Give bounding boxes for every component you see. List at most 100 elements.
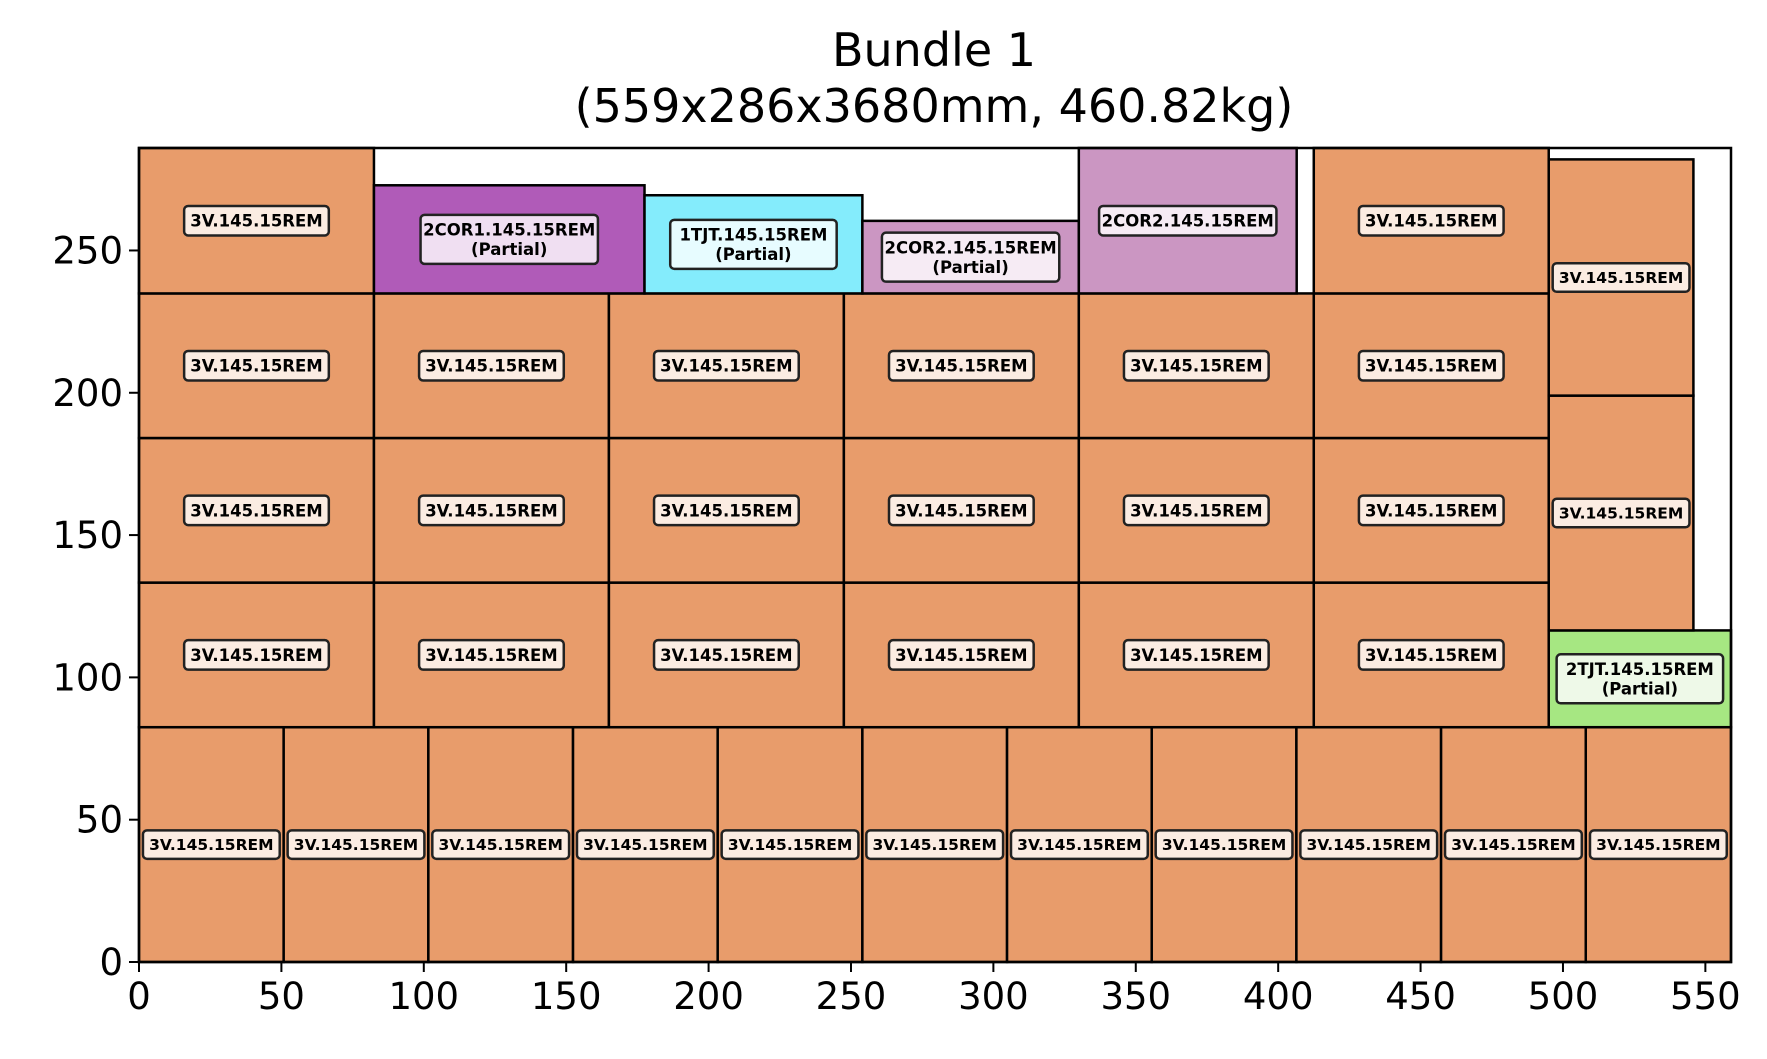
box-label-bg [431, 829, 571, 861]
box-label-bg [1357, 494, 1505, 527]
x-tick-label: 300 [958, 975, 1029, 1018]
box-label: 2COR2.145.15REM [885, 238, 1057, 257]
box-label-bg [182, 349, 331, 382]
box-label: 2COR1.145.15REM [423, 221, 595, 240]
x-tick-label: 100 [388, 975, 459, 1018]
box-label-bg [141, 829, 281, 861]
box-label-bg [720, 829, 860, 861]
box-label: 3V.145.15REM [660, 646, 792, 665]
box-9: 3V.145.15REM [1439, 725, 1588, 964]
box-rect [607, 292, 846, 440]
box-label: 3V.145.15REM [1559, 505, 1683, 523]
box-label: 3V.145.15REM [583, 836, 707, 854]
y-tick-label: 200 [52, 372, 123, 415]
box-label-bg [419, 213, 600, 266]
box-label-bg [286, 829, 426, 861]
x-tick-label: 500 [1528, 975, 1599, 1018]
box-label-bg [417, 349, 566, 382]
box-label: 3V.145.15REM [1596, 836, 1720, 854]
box-label: 2TJT.145.15REM [1566, 660, 1714, 679]
box-label-bg [417, 494, 566, 527]
box-3: 3V.145.15REM [571, 725, 719, 964]
box-25: 3V.145.15REM [607, 292, 846, 440]
box-label-bg [1122, 638, 1270, 671]
box-label-bg [1588, 829, 1729, 861]
box-label-bg [575, 829, 715, 861]
y-tick-label: 50 [76, 799, 123, 842]
box-label-bg [1009, 829, 1150, 861]
box-19: 3V.145.15REM [607, 436, 846, 584]
box-label: 3V.145.15REM [1162, 836, 1286, 854]
box-label-bg [887, 349, 1035, 382]
y-tick-label: 150 [52, 514, 123, 557]
box-32: 2COR2.145.15REM(Partial) [861, 219, 1081, 295]
box-label-bg [1555, 653, 1725, 705]
chart-title: Bundle 1 [832, 23, 1036, 77]
box-label-bg [1097, 204, 1278, 237]
box-label: 3V.145.15REM [1017, 836, 1141, 854]
box-label: 3V.145.15REM [190, 646, 322, 665]
x-tick-label: 550 [1670, 975, 1741, 1018]
box-label: 3V.145.15REM [1130, 646, 1262, 665]
x-tick-label: 350 [1100, 975, 1171, 1018]
box-11: 3V.145.15REM [137, 581, 376, 729]
y-tick-label: 250 [52, 229, 123, 272]
box-label: 3V.145.15REM [895, 357, 1027, 376]
box-17: 3V.145.15REM [137, 436, 376, 584]
boxes-layer: 3V.145.15REM 3V.145.15REM 3V.145.15REM 3V.1… [137, 146, 1733, 964]
box-label: 3V.145.15REM [190, 212, 322, 231]
box-34: 3V.145.15REM [1312, 146, 1550, 295]
box-label-bg [880, 231, 1061, 283]
box-label-bg [652, 638, 800, 671]
x-tick-label: 200 [673, 975, 744, 1018]
box-label-bg [182, 204, 331, 237]
box-label-bg [652, 494, 800, 527]
box-label: 3V.145.15REM [1559, 269, 1683, 287]
chart-subtitle: (559x286x3680mm, 460.82kg) [575, 79, 1294, 133]
box-label: 3V.145.15REM [190, 501, 322, 520]
box-label-bg [1122, 494, 1270, 527]
box-label: 3V.145.15REM [1307, 836, 1431, 854]
box-label: 3V.145.15REM [872, 836, 996, 854]
box-label-bg [887, 494, 1035, 527]
x-tick-label: 0 [127, 975, 151, 1018]
box-label-bg [652, 349, 800, 382]
box-2: 3V.145.15REM [427, 725, 575, 964]
box-label-bg [1551, 262, 1691, 293]
box-label: 3V.145.15REM [190, 357, 322, 376]
box-label-bg [417, 638, 566, 671]
box-13: 3V.145.15REM [607, 581, 846, 729]
box-label: 3V.145.15REM [660, 357, 792, 376]
box-label-bg [887, 638, 1035, 671]
box-label-bg [865, 829, 1005, 861]
box-36: 3V.145.15REM [1547, 394, 1695, 632]
box-18: 3V.145.15REM [372, 436, 611, 584]
box-label: 3V.145.15REM [1365, 646, 1497, 665]
box-16: 3V.145.15REM [1312, 581, 1550, 729]
box-label: (Partial) [932, 258, 1008, 277]
box-label: 3V.145.15REM [425, 646, 557, 665]
box-12: 3V.145.15REM [372, 581, 611, 729]
box-label: 3V.145.15REM [425, 501, 557, 520]
box-31: 1TJT.145.15REM(Partial) [643, 193, 864, 295]
box-label: 3V.145.15REM [438, 836, 562, 854]
x-tick-label: 400 [1243, 975, 1314, 1018]
box-22: 3V.145.15REM [1312, 436, 1550, 584]
box-37: 3V.145.15REM [1547, 158, 1695, 397]
box-8: 3V.145.15REM [1295, 725, 1443, 964]
box-label: 3V.145.15REM [1451, 836, 1575, 854]
box-7: 3V.145.15REM [1150, 725, 1298, 964]
box-label-bg [182, 638, 331, 671]
box-label: 3V.145.15REM [895, 501, 1027, 520]
box-label: 1TJT.145.15REM [679, 226, 827, 245]
x-tick-label: 250 [816, 975, 887, 1018]
box-label-bg [668, 218, 838, 271]
box-35: 2TJT.145.15REM(Partial) [1547, 629, 1733, 729]
box-label: (Partial) [715, 245, 791, 264]
x-axis: 0 50 100 150 200 250 300 350 400 450 500 550 [127, 962, 1741, 1018]
box-label: 3V.145.15REM [1365, 501, 1497, 520]
box-0: 3V.145.15REM [137, 725, 285, 964]
box-label: (Partial) [1602, 679, 1678, 698]
box-label-bg [1299, 829, 1439, 861]
